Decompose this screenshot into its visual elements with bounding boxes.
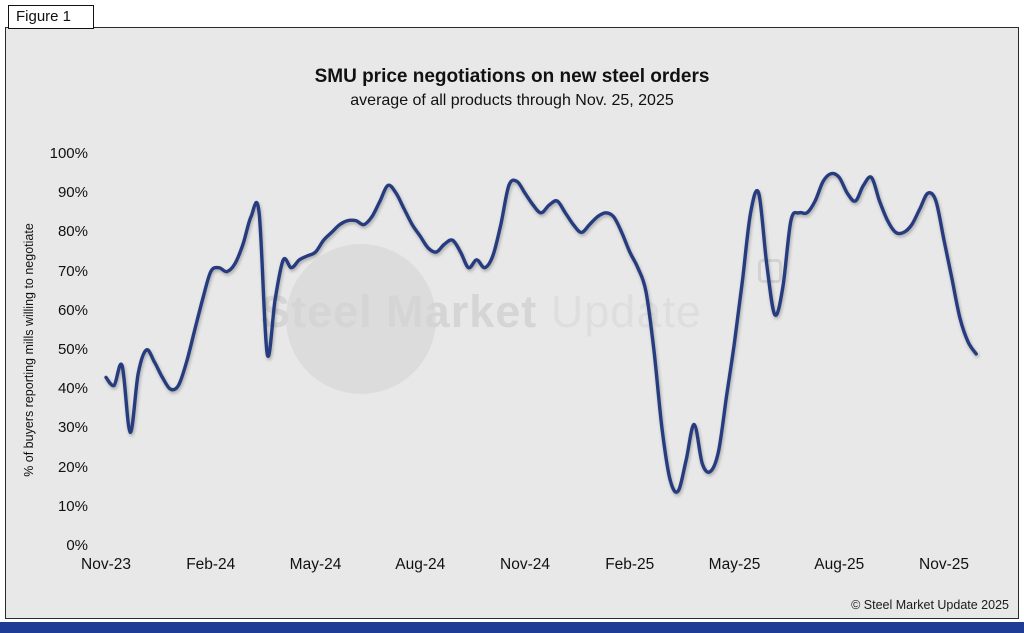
figure-label: Figure 1 — [8, 5, 94, 29]
x-tick-label: Nov-23 — [81, 556, 131, 573]
bottom-accent-bar — [0, 622, 1024, 633]
chart-panel: SMU price negotiations on new steel orde… — [5, 27, 1019, 619]
watermark-text-bold: Steel Market — [260, 286, 538, 337]
watermark-text: Steel Market Update — [156, 286, 806, 338]
negotiation-rate-line — [104, 171, 978, 494]
copyright-text: © Steel Market Update 2025 — [851, 598, 1009, 612]
x-tick-label: May-24 — [289, 556, 342, 573]
y-tick-label: 20% — [57, 458, 88, 476]
y-tick-label: 60% — [57, 301, 88, 319]
x-tick-label: Nov-25 — [919, 556, 969, 573]
y-tick-label: 40% — [57, 380, 88, 398]
x-tick-label: Aug-24 — [395, 556, 446, 573]
x-tick-label: Nov-24 — [500, 556, 550, 573]
x-tick-label: Aug-25 — [814, 556, 865, 573]
y-tick-label: 30% — [57, 419, 88, 437]
x-tick-label: May-25 — [708, 556, 761, 573]
line-chart-plot-area — [104, 171, 978, 494]
y-tick-label: 10% — [57, 497, 88, 515]
y-tick-label: 0% — [66, 537, 88, 554]
chart-title: SMU price negotiations on new steel orde… — [314, 66, 710, 87]
y-tick-label: 70% — [57, 262, 88, 280]
y-tick-label: 100% — [49, 145, 88, 162]
chart-subtitle: average of all products through Nov. 25,… — [350, 92, 674, 109]
x-tick-label: Feb-25 — [605, 556, 655, 573]
y-tick-label: 90% — [57, 184, 88, 202]
watermark-logo-circle — [286, 244, 436, 394]
watermark-text-light: Update — [550, 286, 702, 337]
y-tick-label: 80% — [57, 223, 88, 241]
y-tick-label: 50% — [57, 341, 88, 358]
x-tick-label: Feb-24 — [186, 556, 236, 573]
